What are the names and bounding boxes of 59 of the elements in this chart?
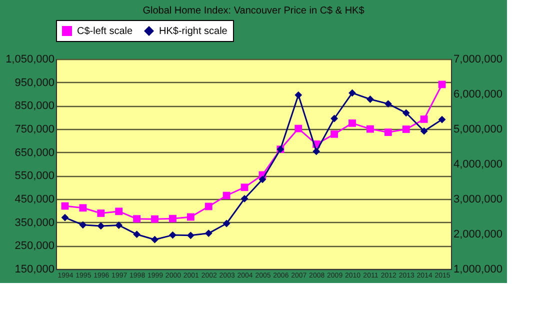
legend-label: C$-left scale bbox=[77, 26, 134, 37]
point bbox=[168, 231, 176, 239]
legend-label: HK$-right scale bbox=[159, 26, 228, 37]
point bbox=[151, 215, 158, 223]
point bbox=[97, 222, 105, 230]
point bbox=[79, 221, 87, 229]
point bbox=[348, 119, 356, 127]
point bbox=[384, 100, 392, 108]
point bbox=[402, 109, 410, 117]
point bbox=[115, 222, 123, 229]
point bbox=[222, 192, 230, 200]
point bbox=[97, 210, 105, 217]
point bbox=[222, 220, 230, 228]
y-tick-label: 450,000 bbox=[14, 194, 54, 206]
point bbox=[115, 208, 123, 216]
point bbox=[186, 232, 194, 240]
point bbox=[151, 236, 158, 244]
point bbox=[294, 91, 302, 99]
y2-tick-label: 4,000,000 bbox=[454, 158, 502, 170]
chart-title: Global Home Index: Vancouver Price in C$ & HK$ bbox=[142, 6, 365, 16]
point bbox=[366, 96, 374, 103]
point bbox=[384, 128, 392, 136]
point bbox=[402, 126, 410, 133]
point bbox=[312, 148, 320, 156]
point bbox=[186, 213, 194, 221]
point bbox=[438, 80, 446, 88]
point bbox=[204, 202, 212, 210]
y2-tick-label: 7,000,000 bbox=[454, 54, 502, 66]
point bbox=[294, 124, 302, 132]
y2-tick-label: 1,000,000 bbox=[454, 264, 502, 276]
point bbox=[133, 215, 141, 223]
point bbox=[240, 194, 248, 202]
y-tick-label: 950,000 bbox=[14, 76, 54, 89]
point bbox=[168, 214, 176, 222]
point bbox=[79, 204, 87, 212]
y-tick-label: 150,000 bbox=[14, 264, 54, 276]
point bbox=[258, 176, 266, 184]
point bbox=[348, 89, 356, 97]
point bbox=[366, 125, 374, 133]
y-tick-label: 1,050,000 bbox=[6, 54, 54, 66]
y-tick-label: 650,000 bbox=[14, 146, 54, 159]
point bbox=[61, 214, 69, 222]
y2-tick-label: 6,000,000 bbox=[454, 88, 502, 100]
y-tick-label: 850,000 bbox=[14, 100, 54, 112]
point bbox=[420, 115, 428, 123]
y-tick-label: 250,000 bbox=[14, 240, 54, 252]
point bbox=[420, 127, 428, 135]
point bbox=[204, 230, 212, 238]
y-tick-label: 350,000 bbox=[14, 216, 54, 229]
point bbox=[133, 230, 141, 238]
y-tick-label: 550,000 bbox=[14, 170, 54, 182]
point bbox=[438, 116, 446, 124]
y-tick-label: 750,000 bbox=[14, 124, 54, 136]
point bbox=[330, 130, 338, 138]
y2-tick-label: 3,000,000 bbox=[454, 194, 502, 206]
y2-tick-label: 5,000,000 bbox=[454, 124, 502, 136]
y2-tick-label: 2,000,000 bbox=[454, 228, 502, 240]
point bbox=[240, 184, 248, 192]
point bbox=[330, 114, 338, 122]
